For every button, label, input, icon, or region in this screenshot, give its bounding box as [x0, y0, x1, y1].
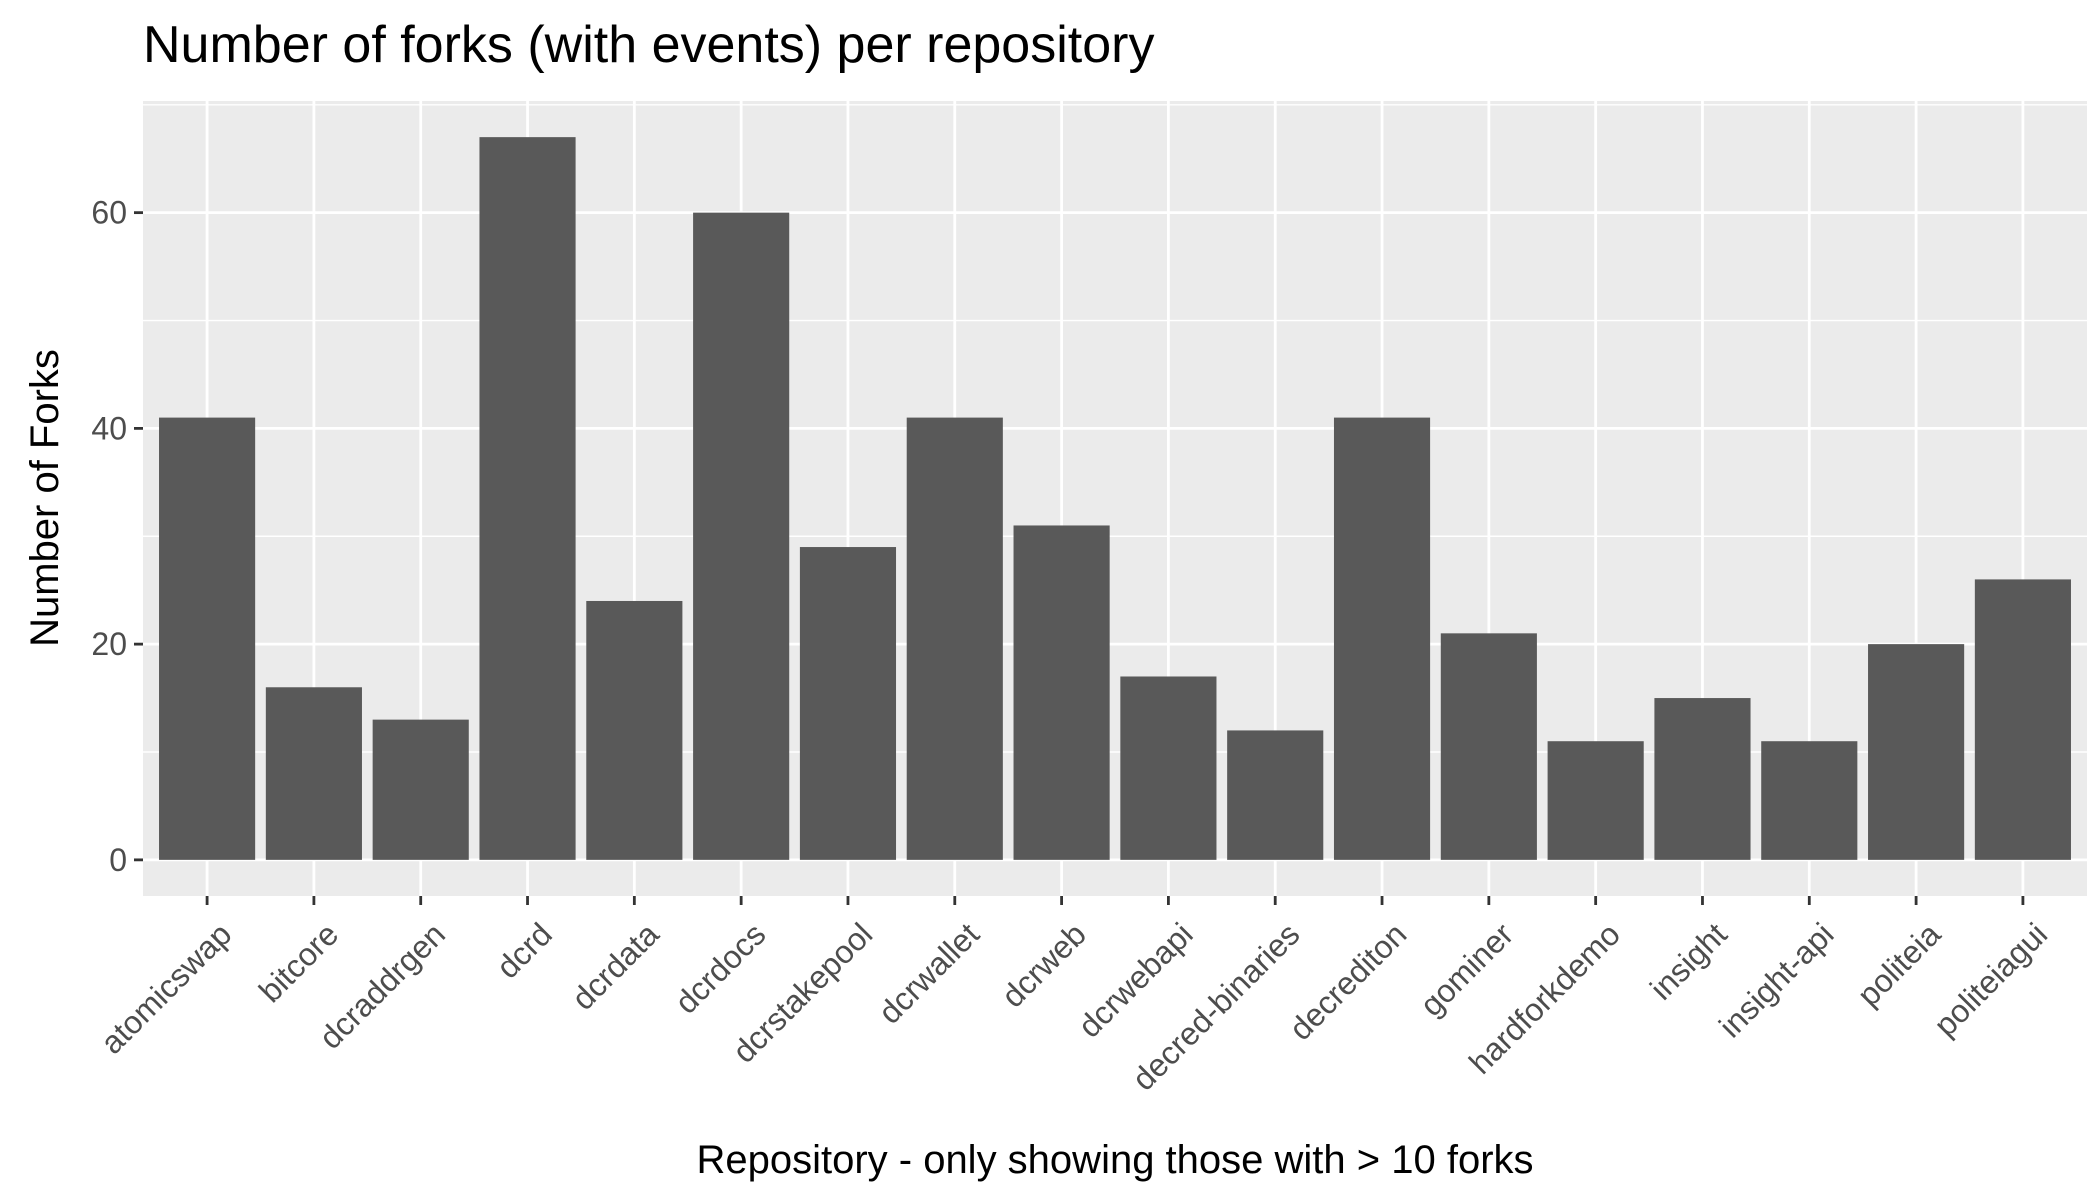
bar-atomicswap: [159, 417, 256, 860]
bar-insight: [1654, 698, 1751, 860]
bars: [159, 137, 2071, 860]
x-tick-label: insight-api: [1712, 916, 1841, 1045]
x-tick-label: gominer: [1413, 916, 1520, 1023]
x-tick-label: dcrd: [489, 916, 558, 985]
bar-dcrweb: [1013, 525, 1110, 860]
y-axis: 0 20 40 60: [91, 195, 143, 878]
bar-dcrdocs: [693, 212, 790, 860]
x-tick-label: bitcore: [252, 916, 345, 1009]
bar-dcrwebapi: [1120, 676, 1217, 860]
y-tick-label: 60: [91, 195, 127, 231]
bar-dcrwallet: [906, 417, 1003, 860]
x-tick-label: politeiagui: [1927, 916, 2054, 1043]
bar-gominer: [1440, 633, 1537, 860]
bar-dcrdata: [586, 600, 683, 860]
bar-decrediton: [1333, 417, 1431, 860]
y-tick-label: 40: [91, 410, 127, 446]
x-tick-label: dcrweb: [995, 916, 1093, 1014]
y-tick-label: 20: [91, 626, 127, 662]
bar-insight-api: [1761, 741, 1858, 860]
x-tick-label: insight: [1643, 916, 1734, 1007]
bar-bitcore: [265, 687, 362, 860]
chart-title: Number of forks (with events) per reposi…: [143, 16, 1154, 74]
bar-dcrd: [479, 137, 576, 860]
bar-hardforkdemo: [1547, 741, 1644, 860]
bar-politeiagui: [1974, 579, 2071, 860]
y-tick-label: 0: [109, 842, 127, 878]
x-tick-label: dcrdocs: [668, 916, 773, 1021]
y-axis-title: Number of Forks: [23, 349, 67, 647]
bar-dcraddrgen: [372, 719, 469, 860]
x-tick-label: atomicswap: [94, 916, 239, 1061]
bar-dcrstakepool: [799, 547, 897, 860]
bar-decred-binaries: [1227, 730, 1324, 860]
x-tick-label: dcrwallet: [871, 916, 986, 1031]
x-tick-label: dcrdata: [565, 916, 666, 1017]
x-tick-label: decrediton: [1282, 916, 1413, 1047]
bar-politeia: [1868, 644, 1965, 860]
x-tick-label: politeia: [1850, 916, 1947, 1013]
x-axis-title: Repository - only showing those with > 1…: [696, 1138, 1533, 1182]
